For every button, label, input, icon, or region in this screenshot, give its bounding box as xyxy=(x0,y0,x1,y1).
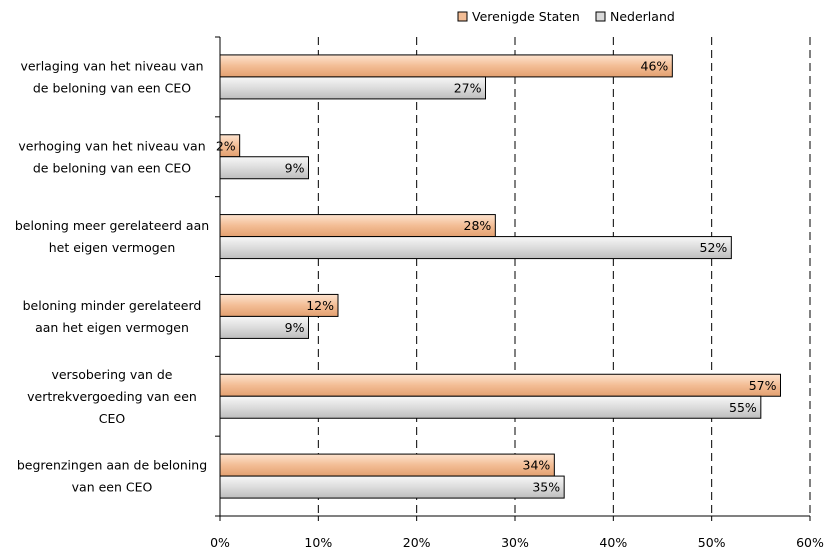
category-label-line: het eigen vermogen xyxy=(49,240,176,255)
bar xyxy=(219,395,762,419)
x-tick-label: 40% xyxy=(599,535,627,550)
data-label: 9% xyxy=(285,160,305,175)
data-label: 2% xyxy=(216,138,236,153)
data-label: 57% xyxy=(749,378,777,393)
data-label: 46% xyxy=(641,58,669,73)
data-label: 55% xyxy=(729,400,757,415)
category-label-line: de beloning van een CEO xyxy=(33,80,191,95)
data-label: 27% xyxy=(454,80,482,95)
category-label-line: verhoging van het niveau van xyxy=(18,138,205,153)
axes: 0% 10% 20% 30% 40% 50% 60% xyxy=(210,36,824,550)
bar xyxy=(219,236,732,260)
x-tick-label: 0% xyxy=(210,535,230,550)
category-label: beloning minder gerelateerd aan het eigen… xyxy=(23,298,202,335)
category-label-line: CEO xyxy=(99,411,126,426)
bars: 46%27%2%9%28%52%12%9%57%55%34%35% xyxy=(216,54,781,499)
category-label: beloning meer gerelateerd aan het eigen v… xyxy=(15,218,209,255)
category-label-line: van een CEO xyxy=(72,480,153,495)
x-tick-label: 10% xyxy=(304,535,332,550)
x-tick-label: 60% xyxy=(796,535,824,550)
x-tick-label: 30% xyxy=(501,535,529,550)
category-label-line: aan het eigen vermogen xyxy=(35,320,189,335)
category-label: versobering van de vertrekvergoeding van … xyxy=(27,367,197,426)
legend-swatch xyxy=(457,11,468,22)
legend-label: Nederland xyxy=(610,9,675,24)
data-label: 28% xyxy=(464,218,492,233)
bar xyxy=(219,373,781,397)
bar xyxy=(219,76,486,100)
legend-label: Verenigde Staten xyxy=(472,9,580,24)
category-label-line: verlaging van het niveau van xyxy=(20,58,203,73)
x-tick-label: 20% xyxy=(403,535,431,550)
legend-swatch xyxy=(595,11,606,22)
bar xyxy=(219,214,496,238)
category-label-line: de beloning van een CEO xyxy=(33,160,191,175)
gridlines xyxy=(317,37,811,516)
category-label-line: beloning minder gerelateerd xyxy=(23,298,202,313)
category-label: begrenzingen aan de beloning van een CEO xyxy=(17,458,207,495)
bar xyxy=(219,475,565,499)
data-label: 12% xyxy=(306,298,334,313)
category-label-line: versobering van de xyxy=(51,367,172,382)
category-label: verlaging van het niveau van de beloning … xyxy=(20,58,203,95)
data-label: 34% xyxy=(523,458,551,473)
data-label: 35% xyxy=(532,480,560,495)
category-label-line: begrenzingen aan de beloning xyxy=(17,458,207,473)
x-tick-label: 50% xyxy=(698,535,726,550)
category-label-line: vertrekvergoeding van een xyxy=(27,389,197,404)
data-label: 9% xyxy=(285,320,305,335)
category-label: verhoging van het niveau van de beloning … xyxy=(18,138,205,175)
category-labels: verlaging van het niveau van de beloning … xyxy=(15,58,209,494)
data-label: 52% xyxy=(700,240,728,255)
bar xyxy=(219,54,673,78)
category-label-line: beloning meer gerelateerd aan xyxy=(15,218,209,233)
bar xyxy=(219,453,555,477)
legend: Verenigde Staten Nederland xyxy=(457,9,675,24)
